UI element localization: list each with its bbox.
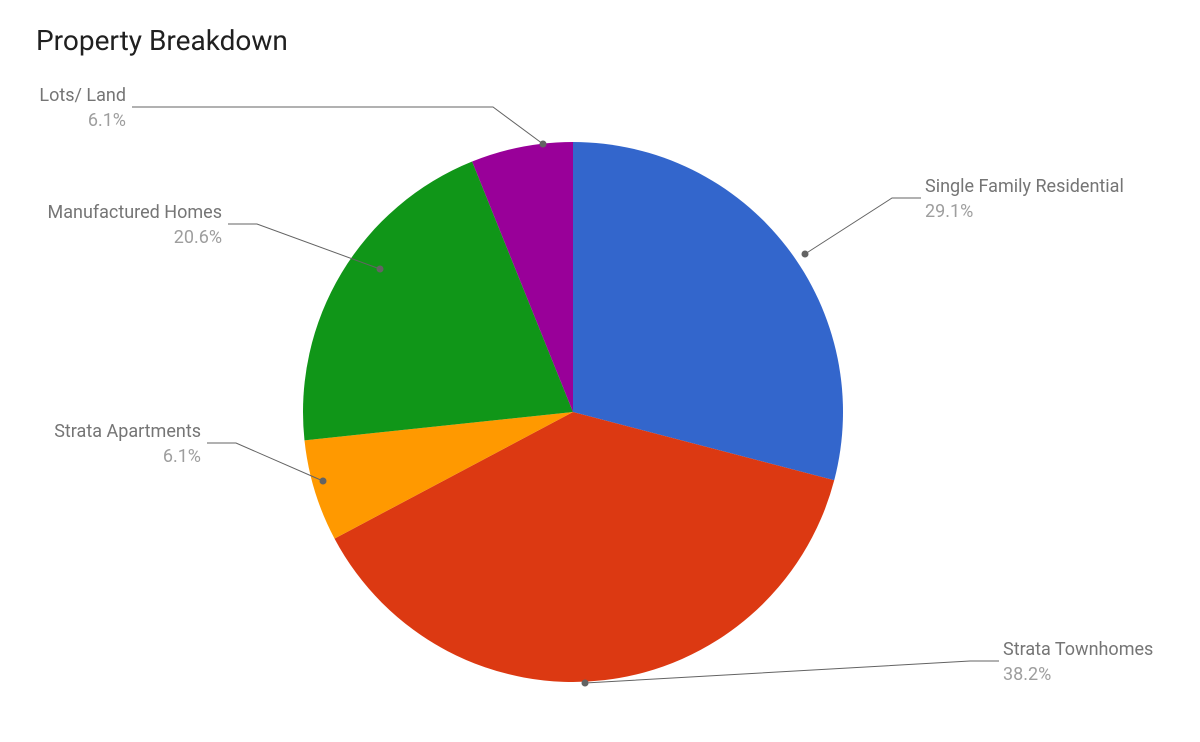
leader-dot bbox=[320, 478, 327, 485]
slice-name: Strata Apartments bbox=[54, 419, 201, 444]
slice-label: Strata Apartments6.1% bbox=[54, 419, 201, 469]
slice-percentage: 20.6% bbox=[48, 225, 222, 250]
slice-label: Lots/ Land6.1% bbox=[39, 83, 126, 133]
slice-label: Strata Townhomes38.2% bbox=[1003, 637, 1153, 687]
slice-label: Manufactured Homes20.6% bbox=[48, 200, 222, 250]
slice-name: Single Family Residential bbox=[925, 174, 1124, 199]
slice-name: Strata Townhomes bbox=[1003, 637, 1153, 662]
slice-label: Single Family Residential29.1% bbox=[925, 174, 1124, 224]
slice-percentage: 29.1% bbox=[925, 199, 1124, 224]
leader-dot bbox=[582, 680, 589, 687]
leader-dot bbox=[802, 251, 809, 258]
slice-percentage: 6.1% bbox=[39, 108, 126, 133]
slice-percentage: 6.1% bbox=[54, 444, 201, 469]
leader-dot bbox=[377, 266, 384, 273]
slice-name: Lots/ Land bbox=[39, 83, 126, 108]
pie-chart bbox=[0, 0, 1200, 742]
slice-name: Manufactured Homes bbox=[48, 200, 222, 225]
leader-dot bbox=[540, 141, 547, 148]
slice-percentage: 38.2% bbox=[1003, 662, 1153, 687]
leader-line bbox=[805, 198, 921, 254]
leader-line bbox=[132, 107, 543, 144]
